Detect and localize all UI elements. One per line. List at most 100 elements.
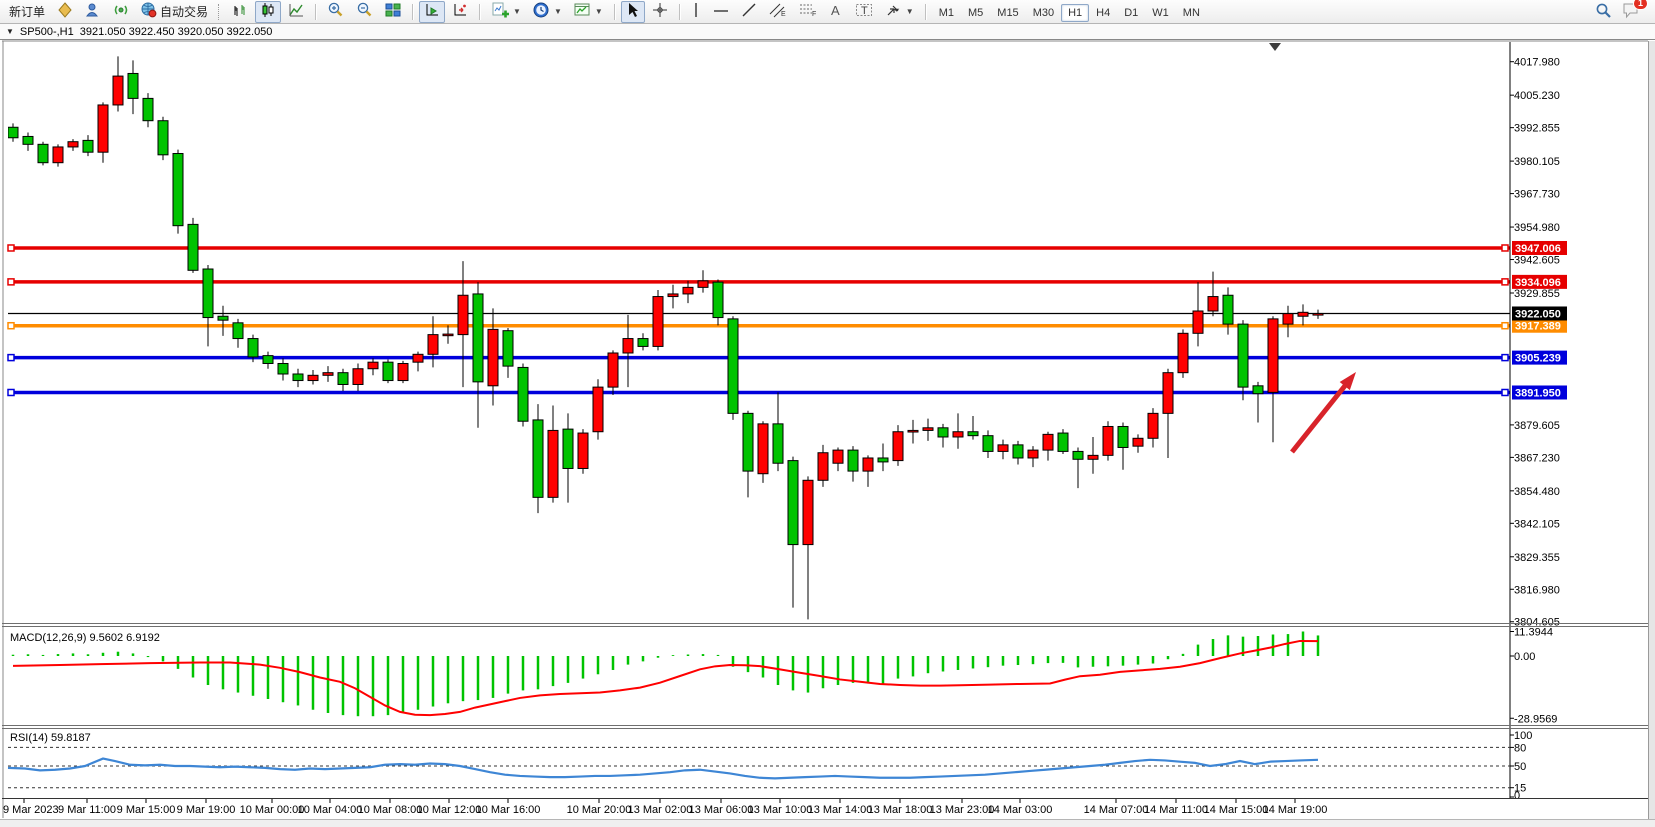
autotrading-button[interactable]: 自动交易 (136, 1, 213, 23)
candle-body (1012, 444, 1024, 459)
notification-badge: 1 (1632, 0, 1648, 10)
time-axis[interactable]: 9 Mar 2023 9 Mar 11:00 9 Mar 15:00 9 Mar 19… (3, 799, 1327, 816)
cursor-button[interactable] (620, 0, 645, 23)
hline-handle[interactable] (7, 353, 15, 362)
candle-body (1222, 294, 1234, 325)
candle-body (1177, 332, 1189, 374)
signals-button[interactable] (108, 1, 134, 23)
price-badge-bg (1512, 350, 1567, 365)
vertical-line-button[interactable] (686, 1, 706, 23)
candle-body (442, 333, 454, 337)
hline-handle[interactable] (7, 244, 15, 252)
macd-panel[interactable]: MACD(12,26,9) 9.5602 6.9192 11.3944 0.00 -2… (10, 627, 1557, 726)
crosshair-button[interactable] (647, 1, 673, 23)
candle-body (1237, 323, 1249, 388)
price-axis-label: 3829.355 (1514, 552, 1560, 564)
annotation-arrow[interactable] (1290, 372, 1356, 454)
candle-body (397, 362, 409, 382)
hline-3905.239[interactable] (7, 353, 1510, 362)
hline-handle[interactable] (1501, 353, 1509, 362)
macd-axis-label: 11.3944 (1514, 627, 1553, 639)
chart-area[interactable]: 4017.980 4005.230 3992.855 3980.105 3967.730… (0, 40, 1655, 827)
hline-3947.006[interactable] (7, 244, 1510, 252)
zoom-in-button[interactable] (322, 1, 349, 23)
new-chart-button[interactable] (52, 1, 78, 23)
candle-body (1147, 412, 1159, 439)
hline-handle[interactable] (1501, 388, 1509, 397)
rsi-title: RSI(14) 59.8187 (10, 732, 91, 744)
candle-body (667, 293, 679, 298)
candle-body (952, 431, 964, 438)
candle-body (592, 386, 604, 433)
candle-body (352, 368, 364, 385)
chart-symbol-period: SP500-,H1 (19, 25, 74, 38)
hline-3934.096[interactable] (7, 278, 1510, 286)
profiles-button[interactable] (80, 1, 106, 23)
svg-text:E: E (781, 11, 786, 18)
arrows-icon (885, 2, 902, 21)
tab-timeframe-M15[interactable]: M15 (997, 6, 1019, 19)
chart-background (0, 40, 1655, 827)
templates-button[interactable]: ▼ (569, 1, 608, 23)
price-axis-label: 3967.730 (1514, 189, 1560, 201)
candle-body (37, 143, 49, 164)
text-button[interactable]: A (824, 1, 848, 23)
tab-timeframe-D1[interactable]: D1 (1124, 6, 1139, 19)
candle-body (427, 334, 439, 355)
bars-chart-button[interactable] (227, 1, 253, 23)
autoscroll-icon (424, 2, 440, 21)
notifications-button[interactable]: 1 (1622, 0, 1648, 22)
cursor-arrow-icon (626, 2, 640, 21)
periods-button[interactable]: ▼ (528, 1, 567, 23)
price-axis-label: 3816.980 (1514, 584, 1560, 596)
text-label-button[interactable]: T (850, 1, 878, 23)
hline-handle[interactable] (7, 278, 15, 286)
candle-body (262, 355, 274, 364)
tab-timeframe-H4[interactable]: H4 (1096, 6, 1111, 19)
candle-body (922, 427, 934, 431)
autoscroll-button[interactable] (419, 0, 446, 23)
tab-timeframe-M30[interactable]: M30 (1032, 6, 1055, 19)
tab-timeframe-H1[interactable]: H1 (1061, 3, 1090, 22)
price-chart-canvas[interactable]: 4017.980 4005.230 3992.855 3980.105 3967.730… (0, 40, 1655, 827)
rsi-axis-label: 80 (1514, 742, 1526, 754)
hline-handle[interactable] (7, 388, 15, 397)
horizontal-line-button[interactable] (708, 1, 734, 23)
price-axis-label: 3954.980 (1514, 222, 1560, 234)
tab-timeframe-M1[interactable]: M1 (938, 6, 954, 19)
macd-signal-line (12, 639, 1319, 717)
price-axis-label: 3867.230 (1514, 452, 1560, 464)
arrows-shapes-button[interactable]: ▼ (880, 1, 919, 23)
line-chart-button[interactable] (283, 1, 309, 23)
ohlc-bars-icon (232, 2, 248, 21)
tab-timeframe-MN[interactable]: MN (1182, 6, 1200, 19)
hline-3917.389[interactable] (7, 321, 1510, 330)
tab-timeframe-W1[interactable]: W1 (1152, 6, 1169, 19)
tile-windows-button[interactable] (380, 1, 406, 23)
hline-handle[interactable] (1501, 278, 1509, 286)
price-axis-label: 3804.605 (1514, 617, 1560, 629)
equidistant-channel-button[interactable]: E (764, 1, 792, 23)
chart-window-titlebar[interactable]: ▼ SP500-,H1 3921.050 3922.450 3920.050 3… (0, 24, 1655, 40)
trendline-icon (741, 2, 757, 21)
macd-title: MACD(12,26,9) 9.5602 6.9192 (10, 632, 160, 644)
candle-body (157, 120, 169, 156)
chart-shift-button[interactable] (447, 1, 473, 23)
hline-handle[interactable] (1501, 244, 1509, 252)
candlestick-chart-button[interactable] (255, 0, 282, 23)
trendline-button[interactable] (736, 1, 762, 23)
svg-text:T: T (861, 5, 868, 17)
fibonacci-button[interactable]: F (794, 1, 822, 23)
zoom-out-button[interactable] (351, 1, 378, 23)
new-order-button[interactable]: 新订单 (4, 1, 50, 23)
vertical-line-icon (691, 2, 701, 21)
candle-body (1027, 449, 1039, 459)
time-axis-label: 13 Mar 02:00 (628, 804, 693, 816)
tab-timeframe-M5[interactable]: M5 (968, 6, 984, 19)
candle-body (547, 429, 559, 498)
hline-handle[interactable] (7, 321, 15, 330)
indicators-button[interactable]: ▼ (486, 1, 526, 23)
hline-handle[interactable] (1501, 321, 1509, 330)
search-icon[interactable] (1595, 2, 1612, 22)
